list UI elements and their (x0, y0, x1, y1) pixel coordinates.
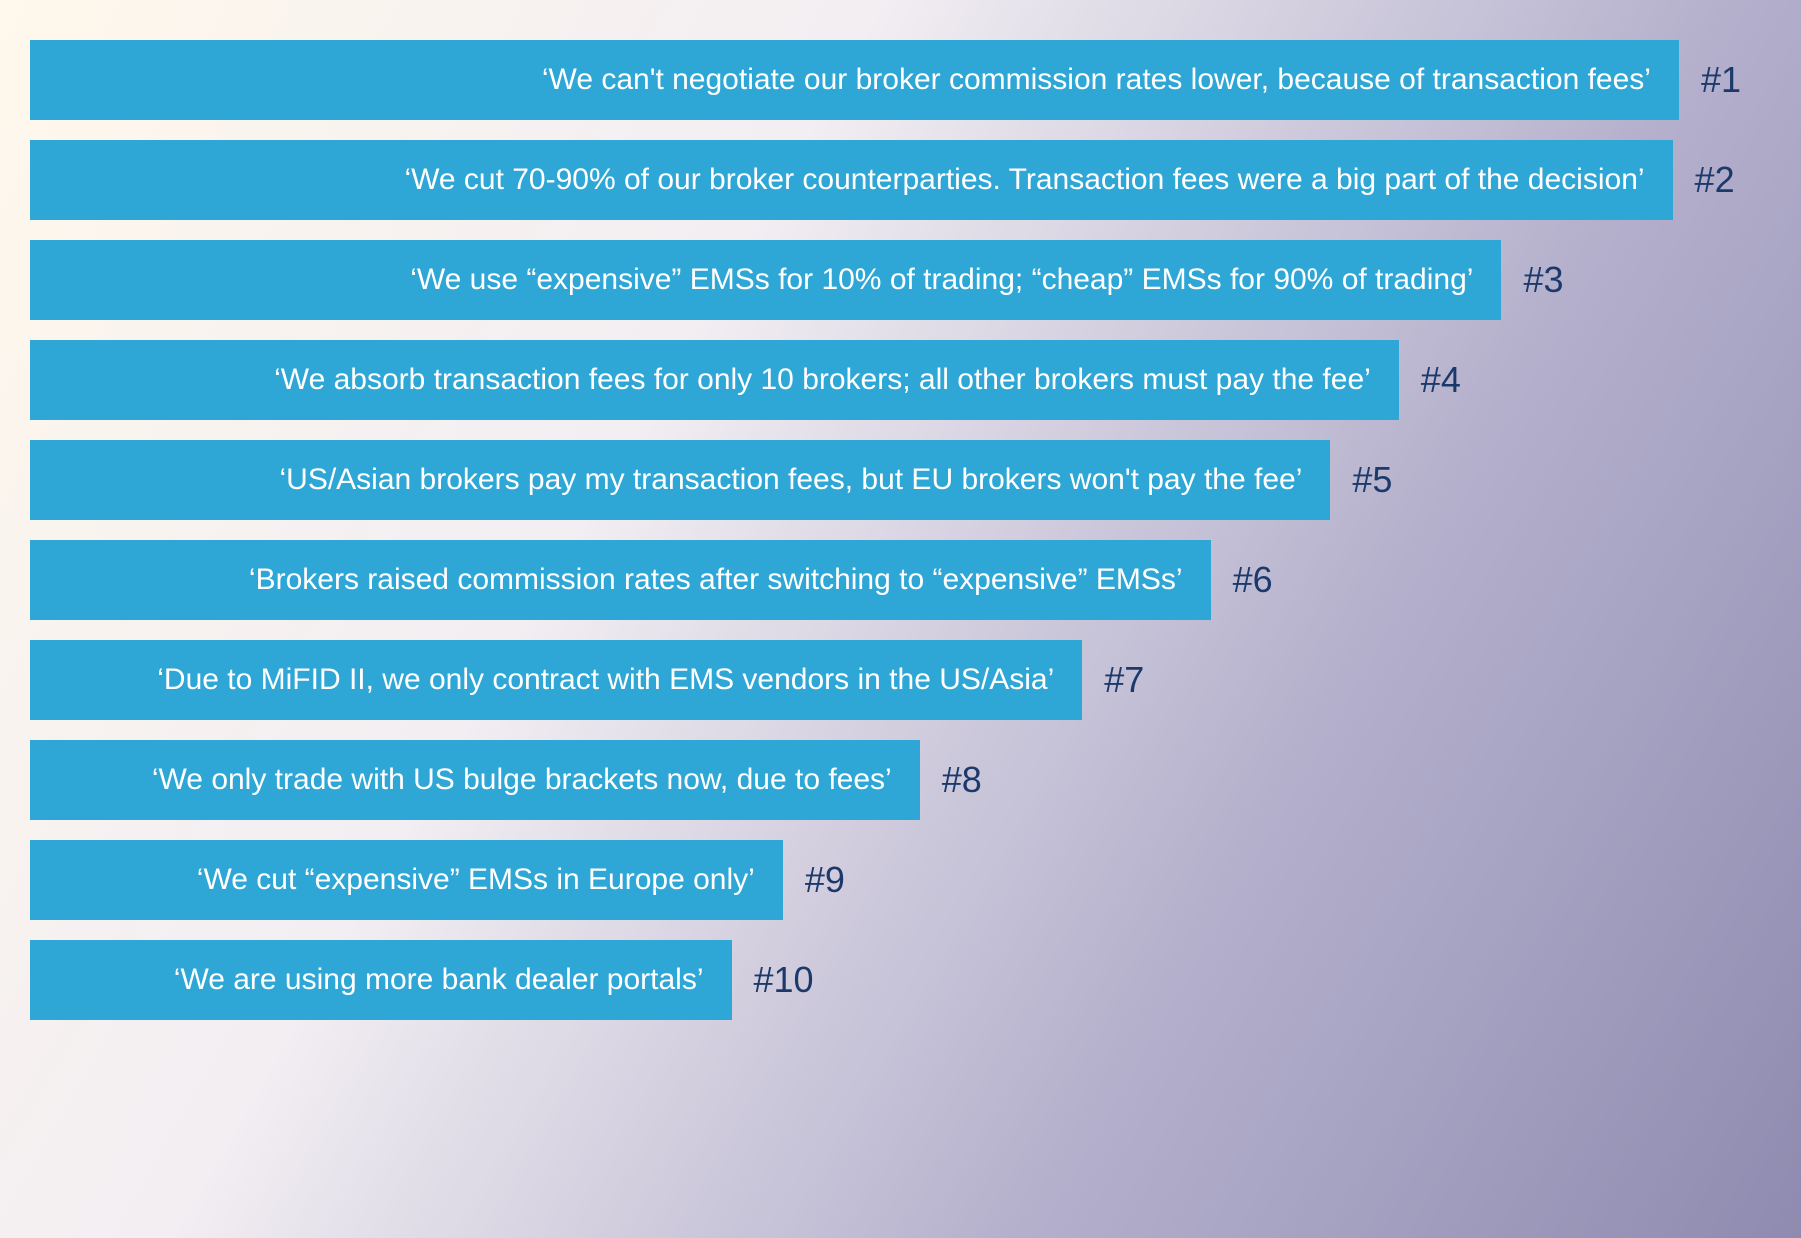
bar: ‘We cut “expensive” EMSs in Europe only’ (30, 840, 783, 920)
bar: ‘We are using more bank dealer portals’ (30, 940, 732, 1020)
ranked-bar-chart: ‘We can't negotiate our broker commissio… (0, 0, 1801, 1080)
bar: ‘Due to MiFID II, we only contract with … (30, 640, 1082, 720)
bar: ‘We only trade with US bulge brackets no… (30, 740, 920, 820)
bar-row: ‘We absorb transaction fees for only 10 … (30, 340, 1741, 420)
bar-row: ‘We use “expensive” EMSs for 10% of trad… (30, 240, 1741, 320)
bar: ‘Brokers raised commission rates after s… (30, 540, 1211, 620)
rank-label: #8 (942, 759, 982, 801)
bar-row: ‘We cut “expensive” EMSs in Europe only’… (30, 840, 1741, 920)
bar: ‘We absorb transaction fees for only 10 … (30, 340, 1399, 420)
rank-label: #3 (1523, 259, 1563, 301)
bar: ‘We use “expensive” EMSs for 10% of trad… (30, 240, 1501, 320)
bar: ‘We cut 70-90% of our broker counterpart… (30, 140, 1673, 220)
rank-label: #4 (1421, 359, 1461, 401)
rank-label: #6 (1233, 559, 1273, 601)
bar: ‘US/Asian brokers pay my transaction fee… (30, 440, 1330, 520)
bar: ‘We can't negotiate our broker commissio… (30, 40, 1679, 120)
bar-row: ‘US/Asian brokers pay my transaction fee… (30, 440, 1741, 520)
rank-label: #1 (1701, 59, 1741, 101)
bar-row: ‘We cut 70-90% of our broker counterpart… (30, 140, 1741, 220)
bar-row: ‘Brokers raised commission rates after s… (30, 540, 1741, 620)
rank-label: #5 (1352, 459, 1392, 501)
rank-label: #10 (754, 959, 814, 1001)
bar-row: ‘Due to MiFID II, we only contract with … (30, 640, 1741, 720)
rank-label: #2 (1695, 159, 1735, 201)
bar-row: ‘We can't negotiate our broker commissio… (30, 40, 1741, 120)
bar-row: ‘We are using more bank dealer portals’ … (30, 940, 1741, 1020)
rank-label: #9 (805, 859, 845, 901)
rank-label: #7 (1104, 659, 1144, 701)
bar-row: ‘We only trade with US bulge brackets no… (30, 740, 1741, 820)
